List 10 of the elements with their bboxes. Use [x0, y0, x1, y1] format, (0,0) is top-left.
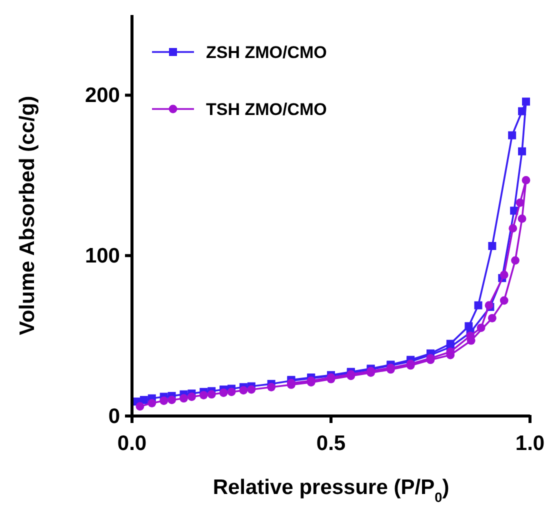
x-tick-label: 1.0 [515, 432, 545, 455]
y-axis-title: Volume Absorbed (cc/g) [16, 96, 39, 336]
x-tick-label: 0.5 [316, 432, 346, 455]
y-tick-label: 0 [108, 405, 120, 428]
legend-label: ZSH ZMO/CMO [206, 43, 327, 62]
y-tick-label: 200 [84, 84, 120, 108]
y-tick-label: 100 [84, 244, 120, 268]
x-tick-label: 0.0 [117, 432, 147, 455]
legend-label: TSH ZMO/CMO [206, 100, 327, 119]
x-axis-title: Relative pressure (P/P$_{0}$) [212, 476, 450, 504]
